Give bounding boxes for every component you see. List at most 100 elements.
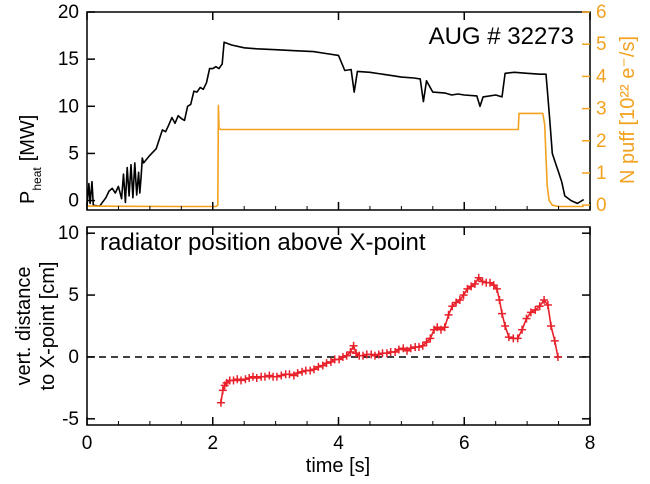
- bottom-series-0-marker: [374, 350, 383, 359]
- bottom-series-0-marker: [418, 341, 427, 350]
- bottom-series-0-marker: [285, 370, 294, 379]
- top-y-tick-label: 20: [58, 2, 79, 23]
- bottom-series-0-marker: [359, 351, 368, 360]
- bottom-series-0-marker: [309, 365, 318, 374]
- top-y2-tick-label: 2: [596, 131, 607, 152]
- bottom-series-0-marker: [367, 350, 376, 359]
- bottom-series-0-marker: [306, 366, 315, 375]
- bottom-series-0-marker: [293, 369, 302, 378]
- bottom-series-0-marker: [338, 352, 347, 361]
- top-series-1-line: [86, 104, 584, 208]
- bottom-series-0-marker: [349, 341, 358, 350]
- bottom-series-0-marker: [513, 334, 522, 343]
- bottom-series-0-marker: [233, 375, 242, 384]
- bottom-series-0-marker: [265, 371, 274, 380]
- bottom-series-0-marker: [426, 334, 435, 343]
- bottom-series-0-marker: [459, 291, 468, 300]
- bottom-y-tick-label: 10: [58, 223, 79, 244]
- bottom-series-0-marker: [370, 351, 379, 360]
- top-y2-axis-label: N puff [10²² e⁻/s]: [617, 36, 639, 184]
- bottom-series-0-marker: [260, 372, 269, 381]
- bottom-series-0-marker: [553, 352, 562, 361]
- bottom-series-0-marker: [229, 376, 238, 385]
- bottom-series-group: [87, 273, 590, 407]
- top-y2-tick-label: 1: [596, 163, 607, 184]
- bottom-series-0-marker: [314, 362, 323, 371]
- top-y-axis-label-main: P: [17, 191, 39, 204]
- top-y-axis-label: Pheat [MW]: [17, 115, 44, 204]
- bottom-annotation: radiator position above X-point: [100, 229, 426, 256]
- bottom-series-0-marker: [504, 333, 513, 342]
- top-y2-tick-label: 6: [596, 2, 607, 23]
- bottom-series-0-marker: [547, 322, 556, 330]
- bottom-y-axis-label-line2: to X-point [cm]: [37, 262, 59, 391]
- bottom-series-0-marker: [501, 322, 510, 330]
- bottom-x-tick-label: 8: [585, 433, 596, 454]
- bottom-series-0-marker: [382, 349, 391, 358]
- bottom-y-axis-label-line1: vert. distance: [13, 267, 35, 386]
- bottom-x-tick-label: 4: [333, 433, 344, 454]
- bottom-series-0-line: [220, 276, 559, 403]
- bottom-series-0-marker: [518, 325, 527, 334]
- bottom-series-0-marker: [272, 372, 281, 381]
- bottom-series-0-marker: [241, 375, 250, 384]
- bottom-y-tick-label: 5: [68, 285, 79, 306]
- bottom-y-tick-label: -5: [62, 409, 79, 430]
- bottom-series-0-marker: [245, 373, 254, 382]
- top-ticks-group: 0 5 10 15 20 0 1 2 3 4 5 6: [58, 2, 607, 216]
- bottom-y-tick-label: 0: [68, 347, 79, 368]
- bottom-series-0-marker: [414, 343, 423, 352]
- top-y-tick-label: 10: [58, 96, 79, 117]
- bottom-series-0-marker: [342, 351, 351, 360]
- bottom-series-0-marker: [444, 310, 453, 319]
- bottom-series-0-marker: [252, 373, 261, 382]
- bottom-series-0-marker: [448, 302, 457, 311]
- bottom-series-0-marker: [495, 296, 504, 305]
- bottom-series-0-marker: [522, 314, 531, 323]
- top-series-group: [86, 41, 585, 208]
- bottom-series-0-marker: [394, 345, 403, 354]
- top-y-tick-label: 0: [68, 191, 79, 212]
- bottom-series-0-marker: [237, 376, 246, 385]
- bottom-series-0-marker: [492, 284, 501, 293]
- bottom-series-0-marker: [277, 371, 286, 380]
- bottom-series-0-marker: [474, 273, 483, 282]
- bottom-series-0-marker: [535, 302, 544, 311]
- top-y-tick-label: 15: [58, 49, 79, 70]
- bottom-x-axis-label: time [s]: [306, 455, 370, 477]
- top-y2-tick-label: 5: [596, 34, 607, 55]
- top-series-0-line: [86, 41, 585, 207]
- bottom-series-0-marker: [218, 386, 227, 395]
- top-y-axis-label-sub: heat: [30, 167, 44, 191]
- bottom-series-0-marker: [322, 359, 331, 368]
- top-y2-tick-label: 0: [596, 195, 607, 216]
- bottom-series-0-marker: [298, 367, 307, 376]
- bottom-series-0-marker: [540, 296, 549, 305]
- bottom-series-0-marker: [216, 398, 225, 407]
- bottom-series-0-marker: [497, 309, 506, 318]
- top-y-axis-label-unit: [MW]: [17, 115, 39, 162]
- bottom-x-tick-label: 2: [207, 433, 218, 454]
- bottom-series-0-marker: [440, 323, 449, 332]
- bottom-series-0-marker: [543, 300, 552, 309]
- top-annotation: AUG # 32273: [429, 23, 574, 50]
- bottom-series-0-marker: [470, 279, 479, 288]
- bottom-series-0-marker: [422, 338, 431, 347]
- top-y2-tick-label: 3: [596, 99, 607, 120]
- bottom-series-0-marker: [526, 308, 535, 317]
- bottom-series-0-marker: [248, 372, 257, 381]
- bottom-series-0-marker: [531, 305, 540, 314]
- bottom-series-0-marker: [406, 344, 415, 353]
- top-y2-tick-label: 4: [596, 66, 607, 87]
- bottom-series-0-marker: [550, 336, 559, 345]
- bottom-series-0-marker: [455, 296, 464, 305]
- bottom-x-tick-label: 6: [459, 433, 470, 454]
- bottom-x-tick-label: 0: [82, 433, 93, 454]
- top-y-tick-label: 5: [68, 143, 79, 164]
- top-panel: 0 5 10 15 20 0 1 2 3 4 5 6 AUG # 32273 Pheat [MW] N …: [17, 2, 639, 216]
- bottom-plot-frame: [86, 226, 591, 426]
